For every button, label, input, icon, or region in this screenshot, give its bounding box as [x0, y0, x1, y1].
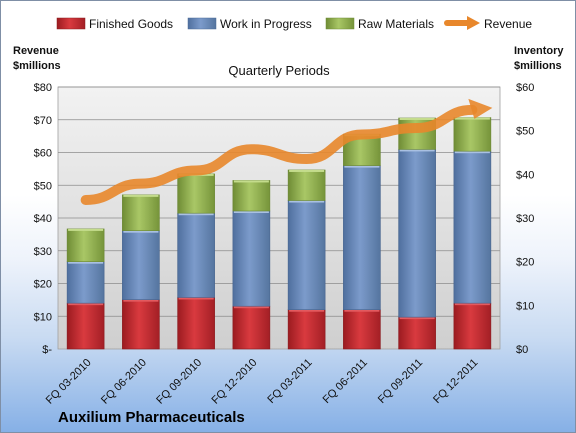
bar-finished-goods [343, 309, 381, 350]
bar-highlight [68, 228, 104, 231]
legend-item-finished-goods: Finished Goods [56, 17, 173, 31]
plot-title: Quarterly Periods [228, 63, 330, 78]
bar-highlight [454, 117, 490, 120]
bar-raw-materials [287, 169, 326, 201]
left-axis-title-line2: $millions [13, 60, 61, 72]
bar-highlight [68, 261, 104, 264]
right-axis-title-line1: Inventory [514, 45, 564, 57]
bar-work-in-progress [177, 212, 215, 298]
bar-finished-goods [232, 305, 271, 350]
legend: Finished Goods Work in Progress Raw Mate… [56, 16, 532, 31]
bar-work-in-progress [232, 210, 271, 307]
right-tick-label: $30 [516, 213, 534, 225]
category-tick-label: FQ 12-2011 [431, 357, 480, 406]
left-axis-title-line1: Revenue [13, 45, 59, 57]
bar-highlight [178, 297, 214, 300]
legend-label-raw-materials: Raw Materials [358, 17, 434, 31]
bar-work-in-progress [287, 200, 326, 311]
bar-highlight [399, 118, 435, 121]
right-tick-label: $50 [516, 126, 534, 138]
left-tick-label: $70 [34, 115, 52, 127]
bar-highlight [454, 151, 490, 154]
right-tick-label: $10 [516, 300, 534, 312]
bar-finished-goods [453, 302, 492, 350]
bar-highlight [289, 169, 325, 172]
left-tick-label: $80 [34, 82, 52, 94]
category-tick-label: FQ 03-2010 [44, 357, 94, 407]
bar-highlight [289, 200, 325, 203]
bar-highlight [454, 303, 490, 306]
bar-finished-goods [398, 316, 436, 350]
bar-highlight [123, 230, 159, 233]
category-tick-label: FQ 09-2010 [154, 357, 204, 407]
bar-work-in-progress [398, 149, 436, 318]
bar-highlight [289, 309, 325, 312]
category-tick-label: FQ 06-2010 [99, 357, 149, 407]
right-axis-title-line2: $millions [514, 60, 562, 72]
bar-raw-materials [453, 117, 492, 152]
legend-item-revenue: Revenue [444, 16, 532, 31]
category-tick-label: FQ 06-2011 [321, 357, 370, 406]
bar-highlight [399, 149, 435, 152]
bar-work-in-progress [66, 261, 105, 304]
bar-raw-materials [232, 180, 271, 212]
bar-highlight [123, 299, 159, 302]
revenue-line [80, 104, 478, 205]
right-tick-label: $40 [516, 169, 534, 181]
bar-highlight [344, 165, 380, 168]
bar-highlight [233, 180, 269, 183]
category-tick-label: FQ 12-2010 [210, 357, 260, 407]
bar-raw-materials [66, 228, 105, 262]
legend-label-revenue: Revenue [484, 17, 532, 31]
right-tick-label: $20 [516, 257, 534, 269]
bar-work-in-progress [122, 230, 160, 300]
bar-finished-goods [66, 302, 105, 350]
right-tick-label: $60 [516, 82, 534, 94]
left-tick-label: $30 [34, 246, 52, 258]
bar-raw-materials [122, 194, 160, 231]
bar-highlight [123, 194, 159, 197]
bar-highlight [399, 317, 435, 320]
left-tick-label: $- [42, 344, 52, 356]
bar-finished-goods [287, 309, 326, 350]
bar-highlight [344, 309, 380, 312]
bar-finished-goods [122, 299, 160, 350]
legend-item-raw-materials: Raw Materials [325, 17, 434, 31]
revenue-line-layer [80, 98, 493, 205]
legend-item-work-in-progress: Work in Progress [187, 17, 312, 31]
left-tick-label: $40 [34, 213, 52, 225]
bar-highlight [178, 213, 214, 216]
left-tick-label: $20 [34, 279, 52, 291]
revenue-arrowhead [468, 98, 493, 119]
legend-label-work-in-progress: Work in Progress [220, 17, 312, 31]
category-tick-label: FQ 09-2011 [376, 357, 425, 406]
legend-label-finished-goods: Finished Goods [89, 17, 173, 31]
left-tick-label: $10 [34, 311, 52, 323]
bar-series [66, 117, 492, 350]
bar-highlight [233, 211, 269, 214]
right-tick-label: $0 [516, 344, 528, 356]
bar-raw-materials [177, 173, 215, 214]
bar-work-in-progress [343, 165, 381, 311]
bar-highlight [233, 306, 269, 309]
bar-finished-goods [177, 297, 215, 350]
company-name: Auxilium Pharmaceuticals [58, 409, 245, 426]
category-tick-label: FQ 03-2011 [265, 357, 314, 406]
bar-work-in-progress [453, 150, 492, 304]
bar-highlight [68, 303, 104, 306]
left-tick-label: $60 [34, 148, 52, 160]
left-tick-label: $50 [34, 180, 52, 192]
